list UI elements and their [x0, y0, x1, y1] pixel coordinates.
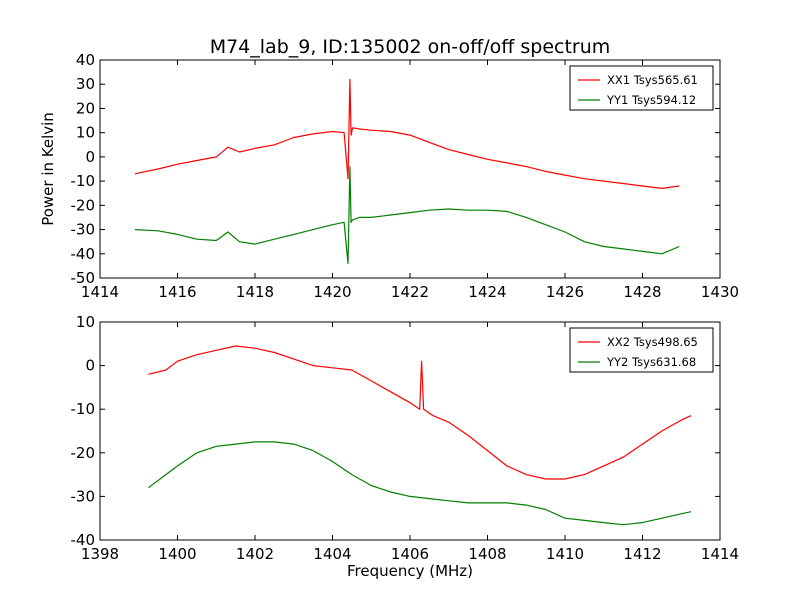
x-tick-label: 1406 — [391, 545, 429, 563]
y-tick-label: -30 — [71, 487, 96, 505]
y-tick-label: -50 — [71, 269, 96, 287]
series-line-2 — [148, 441, 692, 526]
top-panel: 1414 1416 1418 1420 1422 1424 1426 1428 1430 -50 -… — [39, 51, 739, 301]
y-tick-label: -20 — [71, 444, 96, 462]
y-tick-label: 30 — [76, 75, 95, 93]
x-tick-label: 1428 — [623, 283, 661, 301]
x-tick-label: 1426 — [546, 283, 584, 301]
y-tick-label: -10 — [71, 400, 96, 418]
x-tick-label: 1422 — [391, 283, 429, 301]
legend: XX1 Tsys565.61 YY1 Tsys594.12 — [569, 65, 714, 111]
legend-box — [569, 327, 714, 373]
x-tick-label: 1404 — [313, 545, 351, 563]
legend-label-1: XX1 Tsys565.61 — [607, 73, 698, 87]
y-tick-label: 10 — [76, 124, 95, 142]
x-tick-label: 1398 — [81, 545, 119, 563]
legend-box — [569, 65, 714, 111]
y-tick-label: -10 — [71, 172, 96, 190]
y-tick-label: 20 — [76, 99, 95, 117]
x-tick-label: 1412 — [623, 545, 661, 563]
y-tick-label: 10 — [76, 313, 95, 331]
x-tick-label: 1418 — [236, 283, 274, 301]
x-tick-label: 1416 — [158, 283, 196, 301]
y-tick-label: 0 — [85, 148, 95, 166]
legend-label-2: YY2 Tsys631.68 — [606, 355, 696, 369]
x-tick-label: 1414 — [701, 545, 739, 563]
y-tick-label: -20 — [71, 196, 96, 214]
x-tick-label: 1410 — [546, 545, 584, 563]
y-tick-label: 0 — [85, 357, 95, 375]
x-tick-label: 1414 — [81, 283, 119, 301]
legend-label-1: XX2 Tsys498.65 — [607, 335, 698, 349]
bottom-panel: 1398 1400 1402 1404 1406 1408 1410 1412 1414 -40 -… — [71, 313, 740, 580]
series-line-2 — [134, 166, 680, 265]
chart-title: M74_lab_9, ID:135002 on-off/off spectrum — [210, 36, 611, 58]
legend: XX2 Tsys498.65 YY2 Tsys631.68 — [569, 327, 714, 373]
x-tick-label: 1420 — [313, 283, 351, 301]
x-tick-label: 1402 — [236, 545, 274, 563]
legend-label-2: YY1 Tsys594.12 — [606, 93, 696, 107]
x-tick-label: 1408 — [468, 545, 506, 563]
y-axis-label: Power in Kelvin — [39, 112, 57, 226]
y-tick-label: 40 — [76, 51, 95, 69]
series-line-1 — [134, 78, 680, 189]
x-tick-label: 1400 — [158, 545, 196, 563]
x-axis-label: Frequency (MHz) — [347, 562, 473, 580]
x-tick-label: 1430 — [701, 283, 739, 301]
y-tick-label: -40 — [71, 531, 96, 549]
series-line-1 — [148, 345, 692, 480]
y-tick-label: -30 — [71, 221, 96, 239]
y-tick-label: -40 — [71, 245, 96, 263]
x-tick-label: 1424 — [468, 283, 506, 301]
